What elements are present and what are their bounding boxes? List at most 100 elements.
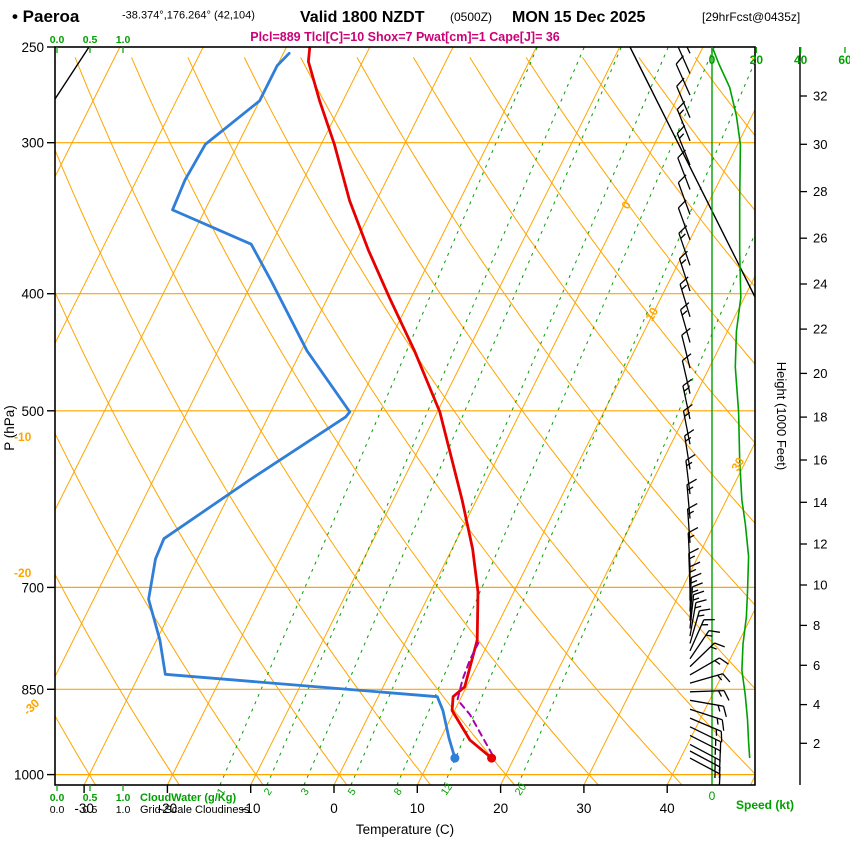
dry-adiabat-line <box>55 432 264 785</box>
mixing-ratio-line <box>517 232 755 785</box>
barb-staff <box>689 734 721 752</box>
barb-tick <box>695 599 707 604</box>
barb-staff <box>689 602 697 637</box>
cloudwater-top-label: 0.5 <box>83 34 98 46</box>
wind-barbs <box>675 18 731 785</box>
isotherm-line <box>583 441 755 785</box>
temp-tick-label: -20 <box>158 801 178 816</box>
mixing-ratio-line <box>219 47 538 785</box>
barb-tick <box>692 597 700 601</box>
barb-tick <box>722 673 731 683</box>
wind-barb <box>689 572 702 612</box>
mixing-ratio-line <box>303 47 622 785</box>
wind-barb <box>689 608 711 644</box>
mixing-ratio-line <box>350 47 669 785</box>
barb-tick <box>689 561 701 568</box>
barb-staff <box>689 689 725 693</box>
height-tick-label: 26 <box>813 231 827 246</box>
barb-staff <box>678 232 691 266</box>
mixing-ratio-value-label: 5 <box>346 786 359 798</box>
valid-zulu: (0500Z) <box>450 10 492 24</box>
barb-tick <box>714 660 721 665</box>
barb-staff <box>679 309 691 343</box>
barb-tick <box>681 353 692 362</box>
height-tick-label: 20 <box>813 366 827 381</box>
barb-tick <box>717 690 723 697</box>
barb-tick <box>708 629 721 633</box>
barb-staff <box>689 610 701 644</box>
wind-barb <box>681 327 691 369</box>
mixing-ratio-lines <box>219 47 755 785</box>
pressure-axis-title: P (hPa) <box>2 405 17 451</box>
wind-barb <box>679 302 691 343</box>
barb-tick <box>687 510 695 515</box>
mixing-ratio-value-label: 3 <box>299 786 312 798</box>
barb-tick <box>678 109 685 115</box>
height-tick-label: 16 <box>813 453 827 468</box>
dewpoint-curve <box>147 51 457 760</box>
barb-tick <box>680 302 690 311</box>
isotherm-line <box>333 47 704 785</box>
speed-tick-label: 60 <box>838 53 850 67</box>
barb-tick <box>723 690 730 701</box>
wind-barb <box>676 18 691 54</box>
dry-adiabat-line <box>74 57 515 785</box>
isotherm-line <box>500 275 755 785</box>
barb-staff <box>676 86 691 118</box>
surface-dewpoint-dot <box>450 753 460 763</box>
dry-adiabat-line <box>469 57 755 444</box>
dry-adiabat-line <box>300 57 755 690</box>
barb-staff <box>689 750 721 768</box>
temp-tick-label: 10 <box>410 801 425 816</box>
height-tick-label: 2 <box>813 736 820 751</box>
barb-tick <box>677 149 686 159</box>
cloudiness-axis-title: Grid-Scale Cloudiness <box>140 804 250 816</box>
cloudwater-top-label: 0.0 <box>50 34 65 46</box>
barb-staff <box>689 673 723 684</box>
wind-barb <box>676 124 691 166</box>
wind-barb <box>689 708 725 731</box>
barb-tick <box>676 18 680 23</box>
mixing-ratio-line <box>443 60 755 785</box>
barb-tick <box>680 259 687 265</box>
barb-tick <box>679 250 688 260</box>
dry-adiabat-line <box>187 57 683 785</box>
boundary-line <box>55 47 90 100</box>
pressure-tick-label: 250 <box>21 40 44 55</box>
wind-barb <box>677 149 691 190</box>
barb-tick <box>691 589 699 593</box>
barb-staff <box>678 258 691 292</box>
barb-tick <box>705 634 713 637</box>
barb-staff <box>689 708 723 721</box>
barb-staff <box>689 630 710 660</box>
barb-staff <box>677 182 691 215</box>
barb-tick <box>683 403 693 412</box>
barb-tick <box>690 579 698 584</box>
barb-tick <box>677 174 687 184</box>
wind-barb <box>678 225 691 266</box>
barb-staff <box>689 743 721 761</box>
barb-staff <box>686 47 691 54</box>
parcel-curve <box>456 641 494 756</box>
pressure-gridlines <box>55 142 755 776</box>
valid-time: Valid 1800 NZDT <box>300 9 425 26</box>
barb-tick <box>677 199 687 209</box>
barb-tick <box>689 568 697 573</box>
dry-adiabat-line <box>55 291 348 785</box>
barb-staff <box>689 699 724 707</box>
isotherm-line <box>55 47 287 512</box>
barb-tick <box>692 582 703 588</box>
isotherm-line <box>55 47 121 178</box>
barb-tick <box>675 55 684 65</box>
wind-barb <box>689 673 731 684</box>
barb-tick <box>676 34 683 42</box>
height-tick-label: 14 <box>813 495 827 510</box>
isotherm-line <box>416 108 755 785</box>
wind-barb <box>677 174 691 215</box>
isotherm-line <box>166 47 537 785</box>
wind-barb <box>689 642 725 668</box>
cloudiness-bottom-label: 0.5 <box>83 804 98 816</box>
barb-staff <box>679 284 691 317</box>
